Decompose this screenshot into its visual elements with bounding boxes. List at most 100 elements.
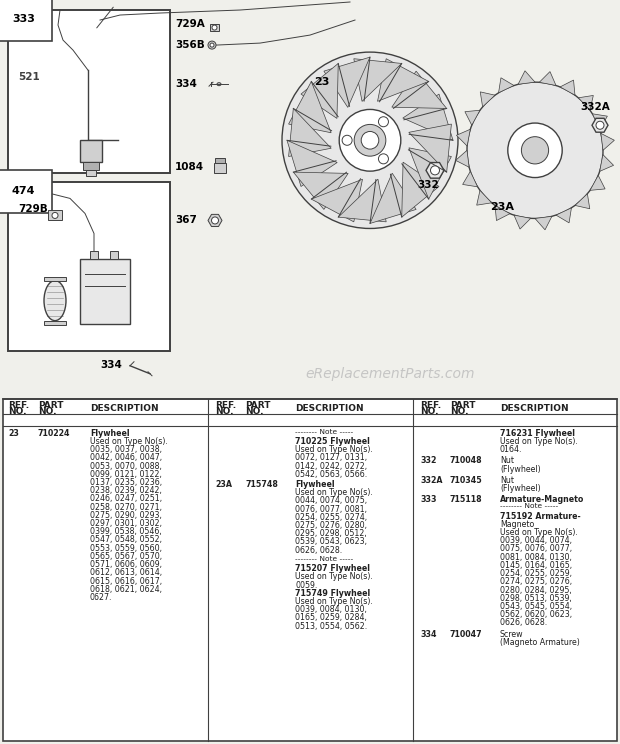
Text: 0035, 0037, 0038,: 0035, 0037, 0038, xyxy=(90,445,162,455)
Bar xyxy=(44,321,66,324)
Text: 333: 333 xyxy=(12,14,35,24)
Text: 0275, 0276, 0280,: 0275, 0276, 0280, xyxy=(295,521,367,530)
Bar xyxy=(214,164,226,173)
Polygon shape xyxy=(311,179,363,222)
Polygon shape xyxy=(498,78,514,93)
Text: 0542, 0563, 0566.: 0542, 0563, 0566. xyxy=(295,470,367,479)
Text: Flywheel: Flywheel xyxy=(295,480,335,489)
Text: 23A: 23A xyxy=(215,480,232,489)
Bar xyxy=(83,162,99,170)
Polygon shape xyxy=(556,208,572,223)
Circle shape xyxy=(467,82,603,219)
Polygon shape xyxy=(402,162,439,217)
Text: Magneto: Magneto xyxy=(500,520,534,529)
Circle shape xyxy=(339,109,401,171)
Polygon shape xyxy=(324,57,370,107)
Text: 0246, 0247, 0251,: 0246, 0247, 0251, xyxy=(90,495,162,504)
Text: 0280, 0284, 0295,: 0280, 0284, 0295, xyxy=(500,586,572,594)
Text: 1084: 1084 xyxy=(175,162,204,173)
Text: 0562, 0620, 0623,: 0562, 0620, 0623, xyxy=(500,610,572,619)
Text: 710345: 710345 xyxy=(450,476,483,485)
Text: 715118: 715118 xyxy=(450,496,482,504)
Text: 0295, 0298, 0512,: 0295, 0298, 0512, xyxy=(295,529,367,538)
Text: Flywheel: Flywheel xyxy=(90,429,130,437)
Text: 332: 332 xyxy=(417,180,439,190)
Text: 0081, 0084, 0130,: 0081, 0084, 0130, xyxy=(500,553,572,562)
Text: 710047: 710047 xyxy=(450,629,482,638)
Text: PART: PART xyxy=(450,401,476,410)
Text: NO.: NO. xyxy=(8,407,27,416)
Polygon shape xyxy=(409,148,451,199)
Text: 0099, 0121, 0122,: 0099, 0121, 0122, xyxy=(90,470,162,479)
Text: 0618, 0621, 0624,: 0618, 0621, 0624, xyxy=(90,585,162,594)
Text: 0571, 0606, 0609,: 0571, 0606, 0609, xyxy=(90,560,162,569)
Circle shape xyxy=(282,52,458,228)
Polygon shape xyxy=(409,124,451,172)
Text: 0565, 0567, 0570,: 0565, 0567, 0570, xyxy=(90,552,162,561)
Text: 710224: 710224 xyxy=(38,429,71,437)
Text: DESCRIPTION: DESCRIPTION xyxy=(90,404,159,413)
Text: NO.: NO. xyxy=(420,407,438,416)
Bar xyxy=(44,277,66,280)
Ellipse shape xyxy=(217,83,221,86)
Polygon shape xyxy=(288,82,331,132)
Text: 0615, 0616, 0617,: 0615, 0616, 0617, xyxy=(90,577,162,586)
Text: 474: 474 xyxy=(12,187,35,196)
Bar xyxy=(48,211,62,220)
Circle shape xyxy=(210,43,214,47)
Text: 0627.: 0627. xyxy=(90,593,112,602)
Text: Used on Type No(s).: Used on Type No(s). xyxy=(500,437,578,446)
Text: Used on Type No(s).: Used on Type No(s). xyxy=(500,528,578,537)
Text: 521: 521 xyxy=(18,72,40,82)
Circle shape xyxy=(378,154,389,164)
Text: 0399, 0538, 0546,: 0399, 0538, 0546, xyxy=(90,527,162,536)
Polygon shape xyxy=(354,59,402,101)
Text: (Magneto Armature): (Magneto Armature) xyxy=(500,638,580,647)
Text: Used on Type No(s).: Used on Type No(s). xyxy=(295,488,373,497)
Text: REF.: REF. xyxy=(8,401,29,410)
Text: 710048: 710048 xyxy=(450,456,482,466)
Text: 716231 Flywheel: 716231 Flywheel xyxy=(500,429,575,437)
Text: NO.: NO. xyxy=(215,407,234,416)
Bar xyxy=(8,10,170,173)
Text: 23A: 23A xyxy=(490,202,514,213)
Text: 0274, 0275, 0276,: 0274, 0275, 0276, xyxy=(500,577,572,586)
Polygon shape xyxy=(456,150,469,167)
Polygon shape xyxy=(477,190,492,205)
Text: 0137, 0235, 0236,: 0137, 0235, 0236, xyxy=(90,478,162,487)
Text: 23: 23 xyxy=(314,77,329,87)
Polygon shape xyxy=(378,59,428,101)
Polygon shape xyxy=(480,92,495,107)
Polygon shape xyxy=(463,171,477,187)
Polygon shape xyxy=(593,114,608,129)
Text: PART: PART xyxy=(38,401,63,410)
Text: REF.: REF. xyxy=(215,401,236,410)
Text: 715748: 715748 xyxy=(245,480,278,489)
Bar xyxy=(110,251,118,258)
Polygon shape xyxy=(392,71,446,109)
Text: REF.: REF. xyxy=(420,401,441,410)
Text: Nut: Nut xyxy=(500,456,514,466)
Text: 367: 367 xyxy=(175,216,197,225)
Text: 0072, 0127, 0131,: 0072, 0127, 0131, xyxy=(295,453,367,463)
Text: 0039, 0084, 0130,: 0039, 0084, 0130, xyxy=(295,605,367,614)
Bar xyxy=(8,182,170,350)
Circle shape xyxy=(208,41,216,49)
Text: Screw: Screw xyxy=(500,629,524,638)
Bar xyxy=(215,158,225,164)
Text: Used on Type No(s).: Used on Type No(s). xyxy=(295,597,373,606)
Bar xyxy=(210,24,219,31)
Text: 0626, 0628.: 0626, 0628. xyxy=(295,545,342,555)
Text: 0164.: 0164. xyxy=(500,445,523,455)
Text: 0258, 0270, 0271,: 0258, 0270, 0271, xyxy=(90,503,162,512)
Circle shape xyxy=(596,121,604,129)
Bar xyxy=(86,170,96,176)
Polygon shape xyxy=(293,172,348,210)
Polygon shape xyxy=(578,95,593,110)
Bar xyxy=(80,141,102,162)
Text: 0547, 0548, 0552,: 0547, 0548, 0552, xyxy=(90,536,162,545)
Polygon shape xyxy=(403,94,453,141)
Text: 356B: 356B xyxy=(175,40,205,50)
Text: -------- Note -----: -------- Note ----- xyxy=(295,429,353,434)
Text: 0275, 0290, 0293,: 0275, 0290, 0293, xyxy=(90,511,162,520)
